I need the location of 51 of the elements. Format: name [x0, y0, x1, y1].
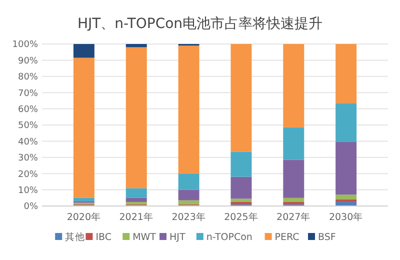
- x-tick-label: 2030年: [328, 211, 364, 223]
- bar: [178, 200, 200, 204]
- bar: [336, 194, 357, 200]
- x-tick-label: 2023年: [172, 211, 206, 223]
- legend-label: 其他: [65, 231, 86, 243]
- bar: [178, 190, 200, 200]
- bar: [336, 142, 357, 195]
- bar: [126, 44, 147, 48]
- y-tick-label: 90%: [18, 56, 38, 66]
- y-tick-label: 100%: [12, 40, 38, 50]
- legend-label: IBC: [96, 232, 112, 243]
- x-tick-label: 2020年: [66, 211, 102, 223]
- y-tick-label: 60%: [18, 104, 38, 115]
- bar: [230, 152, 252, 177]
- y-tick-label: 0%: [24, 202, 38, 212]
- bar: [126, 198, 147, 202]
- legend-label: PERC: [274, 232, 300, 243]
- y-tick-label: 10%: [18, 186, 38, 196]
- bar: [73, 198, 94, 202]
- x-tick-label: 2025年: [224, 211, 258, 223]
- bar: [230, 176, 252, 199]
- y-tick-label: 20%: [18, 170, 38, 180]
- y-tick-label: 30%: [18, 154, 38, 164]
- bar: [73, 58, 94, 198]
- legend-label: n-TOPCon: [206, 232, 252, 243]
- bar: [126, 188, 147, 198]
- x-tick-label: 2021年: [119, 211, 154, 223]
- legend-label: MWT: [132, 232, 156, 243]
- bar: [283, 44, 304, 128]
- bar: [283, 198, 304, 202]
- bar: [336, 44, 357, 104]
- bar: [336, 103, 357, 142]
- bar: [126, 47, 147, 188]
- y-tick-label: 80%: [18, 72, 38, 83]
- bar: [73, 44, 94, 58]
- bar: [230, 202, 252, 204]
- bar: [230, 44, 252, 152]
- y-tick-label: 50%: [18, 121, 38, 132]
- chart-title: HJT、n-TOPCon电池市占率将快速提升: [77, 16, 323, 32]
- bar: [283, 202, 304, 204]
- legend-label: HJT: [170, 232, 186, 243]
- bar: [230, 198, 252, 202]
- bar: [283, 127, 304, 160]
- y-tick-label: 70%: [18, 88, 38, 99]
- bar: [178, 46, 200, 174]
- bar: [126, 202, 147, 204]
- bar: [178, 174, 200, 190]
- x-tick-label: 2027年: [276, 211, 311, 223]
- legend-label: BSF: [318, 232, 336, 243]
- bar: [283, 160, 304, 198]
- y-tick-label: 40%: [18, 137, 38, 148]
